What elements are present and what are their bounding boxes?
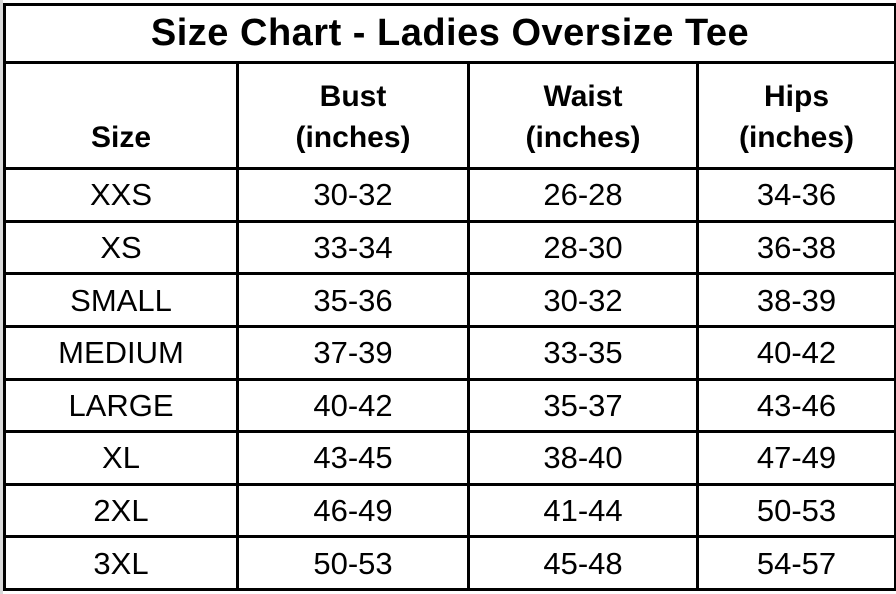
column-header-label: Hips	[764, 80, 830, 113]
cell-waist: 30-32	[467, 272, 699, 328]
cell-size: SMALL	[3, 272, 239, 328]
cell-hips: 38-39	[695, 272, 896, 328]
cell-size: 2XL	[3, 482, 239, 539]
cell-size: XS	[3, 219, 239, 276]
cell-waist: 35-37	[467, 377, 699, 434]
cell-waist: 28-30	[467, 219, 699, 276]
cell-bust: 50-53	[236, 535, 470, 591]
cell-bust: 37-39	[236, 324, 470, 381]
cell-waist: 38-40	[467, 430, 699, 486]
size-chart-table: Size Chart - Ladies Oversize Tee Size Bu…	[2, 3, 896, 591]
column-header-label: Bust	[319, 80, 387, 113]
cell-bust: 30-32	[236, 167, 470, 223]
cell-hips: 50-53	[695, 482, 896, 539]
column-header-bust: Bust (inches)	[236, 61, 470, 170]
cell-bust: 43-45	[236, 430, 470, 486]
column-header-sub: (inches)	[738, 120, 855, 154]
table-row: 3XL 50-53 45-48 54-57	[3, 535, 896, 591]
cell-bust: 46-49	[236, 482, 470, 539]
cell-hips: 54-57	[695, 535, 896, 591]
table-row: 2XL 46-49 41-44 50-53	[3, 482, 896, 539]
cell-size: LARGE	[3, 377, 239, 434]
cell-bust: 33-34	[236, 219, 470, 276]
header-row: Size Bust (inches) Waist (inches) Hips (…	[3, 61, 896, 170]
column-header-sub: (inches)	[295, 120, 411, 154]
cell-waist: 45-48	[467, 535, 699, 591]
table-row: SMALL 35-36 30-32 38-39	[3, 272, 896, 328]
cell-waist: 41-44	[467, 482, 699, 539]
column-header-label: Size	[90, 120, 152, 154]
column-header-waist: Waist (inches)	[467, 61, 699, 170]
table-body: Size Chart - Ladies Oversize Tee Size Bu…	[2, 3, 896, 591]
table-row: XXS 30-32 26-28 34-36	[3, 167, 896, 223]
table-title: Size Chart - Ladies Oversize Tee	[2, 3, 896, 64]
cell-waist: 33-35	[467, 324, 699, 381]
cell-waist: 26-28	[467, 167, 699, 223]
column-header-size: Size	[3, 61, 239, 170]
cell-hips: 40-42	[695, 324, 896, 381]
cell-hips: 43-46	[695, 377, 896, 434]
table-row: XL 43-45 38-40 47-49	[3, 430, 896, 486]
cell-bust: 35-36	[236, 272, 470, 328]
cell-size: MEDIUM	[3, 324, 239, 381]
cell-size: 3XL	[3, 535, 239, 591]
table-row: MEDIUM 37-39 33-35 40-42	[3, 324, 896, 381]
cell-hips: 47-49	[695, 430, 896, 486]
cell-bust: 40-42	[236, 377, 470, 434]
title-row: Size Chart - Ladies Oversize Tee	[2, 3, 896, 64]
column-header-hips: Hips (inches)	[695, 61, 896, 170]
cell-size: XXS	[3, 167, 239, 223]
column-header-label: Waist	[543, 80, 623, 113]
table-row: XS 33-34 28-30 36-38	[3, 219, 896, 276]
cell-hips: 36-38	[695, 219, 896, 276]
cell-size: XL	[3, 430, 239, 486]
cell-hips: 34-36	[695, 167, 896, 223]
column-header-sub: (inches)	[525, 120, 641, 154]
table-row: LARGE 40-42 35-37 43-46	[3, 377, 896, 434]
